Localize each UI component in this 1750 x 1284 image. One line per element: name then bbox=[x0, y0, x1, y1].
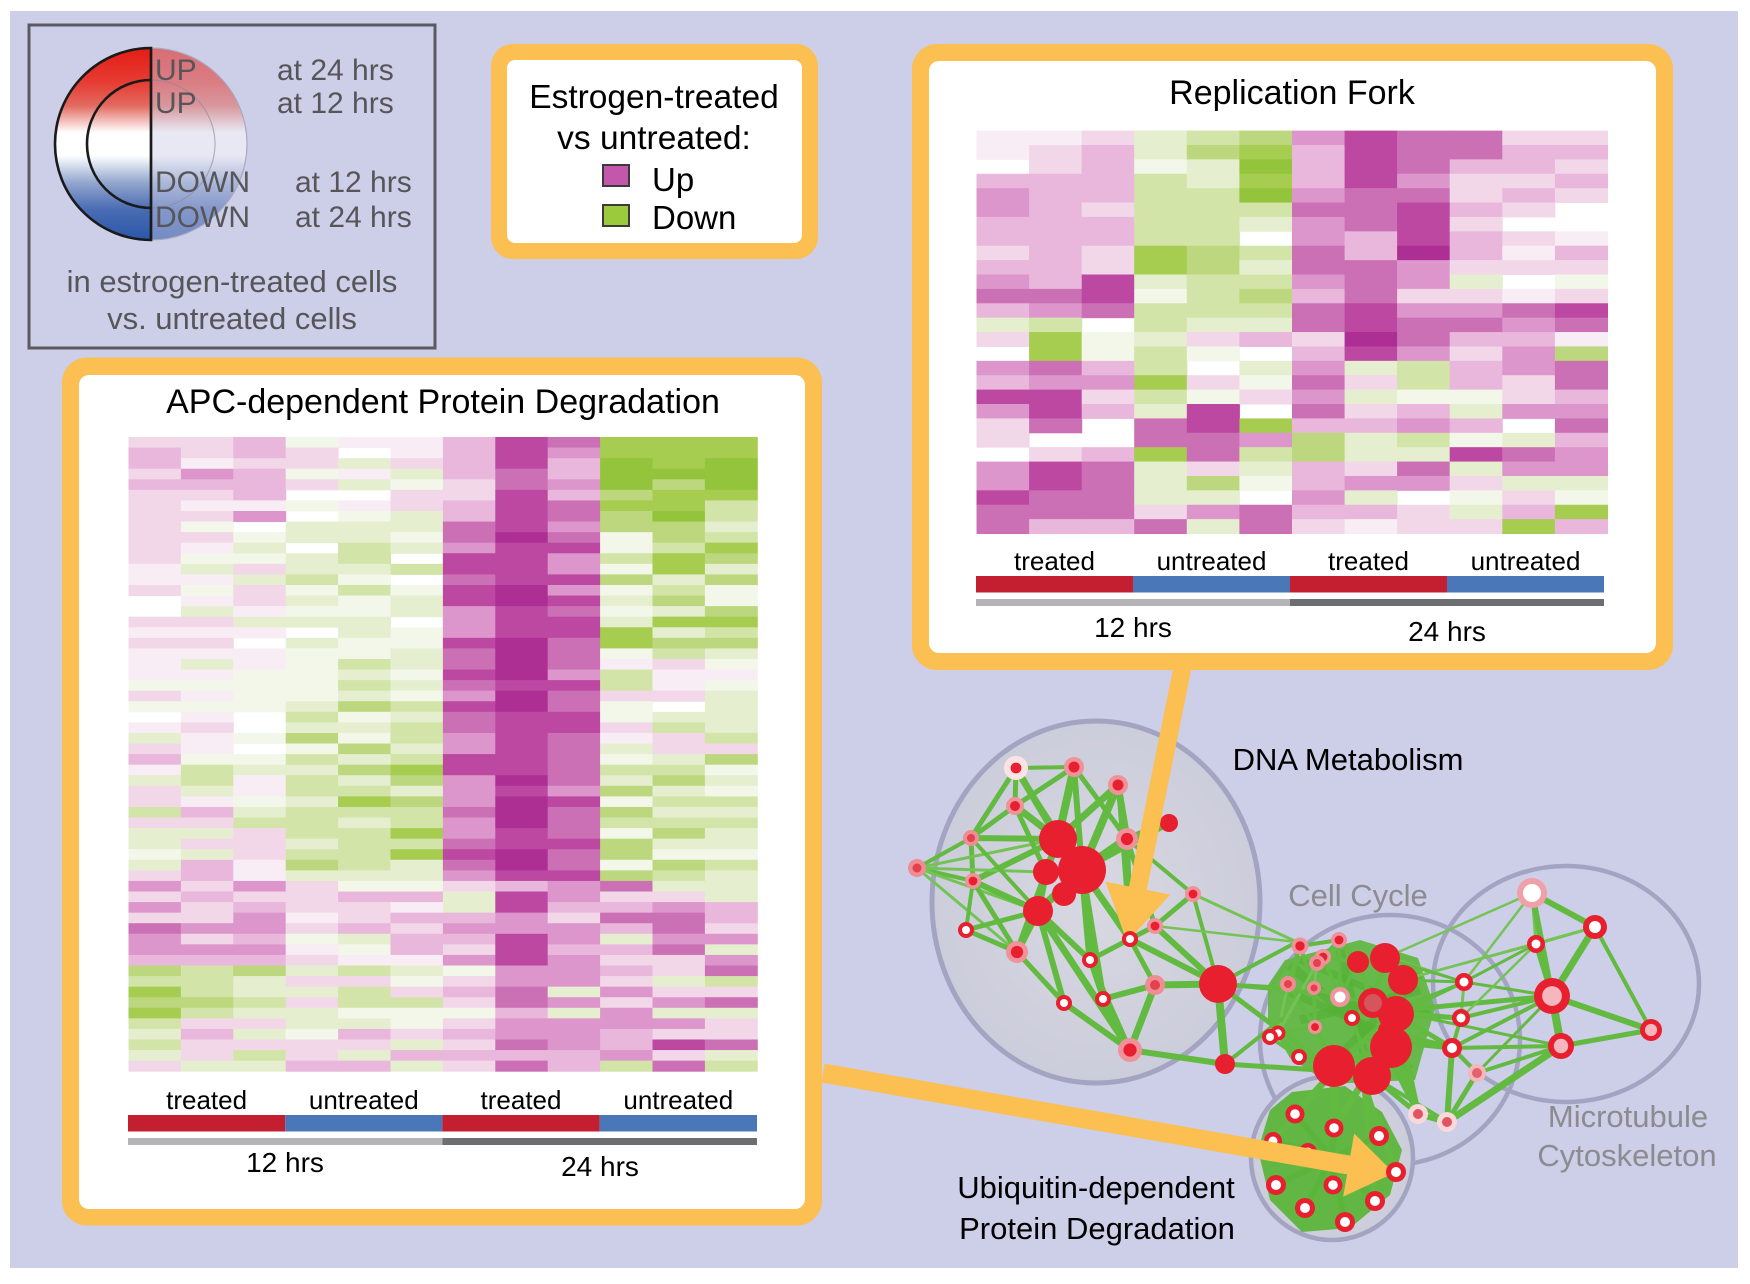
svg-text:Ubiquitin-dependent: Ubiquitin-dependent bbox=[957, 1170, 1235, 1205]
svg-text:Cell Cycle: Cell Cycle bbox=[1288, 878, 1428, 913]
svg-text:12 hrs: 12 hrs bbox=[246, 1147, 324, 1178]
svg-text:Replication Fork: Replication Fork bbox=[1169, 74, 1416, 112]
svg-text:at 24 hrs: at 24 hrs bbox=[295, 201, 412, 234]
svg-text:DOWN: DOWN bbox=[155, 201, 250, 234]
svg-text:at 24 hrs: at 24 hrs bbox=[277, 54, 394, 87]
svg-text:Protein Degradation: Protein Degradation bbox=[959, 1211, 1235, 1246]
svg-text:treated: treated bbox=[1328, 546, 1409, 576]
svg-text:treated: treated bbox=[481, 1085, 562, 1115]
svg-text:untreated: untreated bbox=[1157, 546, 1267, 576]
svg-text:at 12 hrs: at 12 hrs bbox=[295, 166, 412, 199]
svg-text:Estrogen-treated: Estrogen-treated bbox=[529, 79, 779, 116]
svg-text:UP: UP bbox=[155, 87, 197, 120]
svg-text:Microtubule: Microtubule bbox=[1548, 1099, 1708, 1134]
svg-text:untreated: untreated bbox=[623, 1085, 733, 1115]
svg-text:Down: Down bbox=[652, 199, 736, 236]
svg-text:DNA Metabolism: DNA Metabolism bbox=[1233, 742, 1464, 777]
svg-text:treated: treated bbox=[166, 1085, 247, 1115]
svg-text:in estrogen-treated cells: in estrogen-treated cells bbox=[67, 264, 398, 299]
svg-text:untreated: untreated bbox=[1471, 546, 1581, 576]
svg-text:24 hrs: 24 hrs bbox=[561, 1151, 639, 1182]
svg-text:vs. untreated cells: vs. untreated cells bbox=[107, 301, 357, 336]
svg-text:Cytoskeleton: Cytoskeleton bbox=[1537, 1138, 1716, 1173]
svg-text:Up: Up bbox=[652, 161, 694, 198]
svg-text:untreated: untreated bbox=[309, 1085, 419, 1115]
svg-text:vs untreated:: vs untreated: bbox=[557, 120, 751, 157]
svg-text:24 hrs: 24 hrs bbox=[1408, 616, 1486, 647]
svg-text:treated: treated bbox=[1014, 546, 1095, 576]
svg-text:DOWN: DOWN bbox=[155, 166, 250, 199]
svg-text:APC-dependent Protein Degradat: APC-dependent Protein Degradation bbox=[166, 383, 720, 421]
svg-text:12 hrs: 12 hrs bbox=[1094, 612, 1172, 643]
svg-text:at 12 hrs: at 12 hrs bbox=[277, 87, 394, 120]
svg-text:UP: UP bbox=[155, 54, 197, 87]
